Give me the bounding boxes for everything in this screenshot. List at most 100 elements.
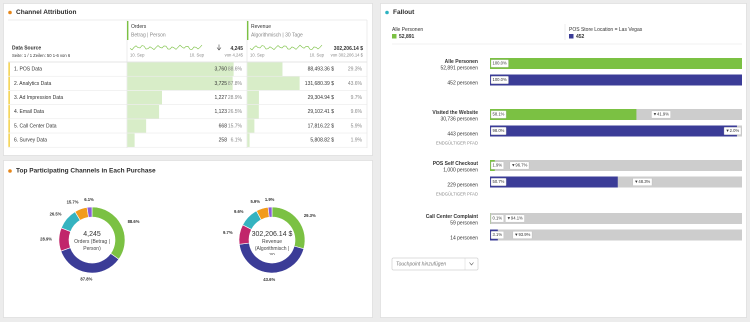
donut-caption: Revenue (Algorithmisch | 30 [254,239,290,255]
percent-bar [247,119,255,133]
segment-swatch [569,34,574,39]
percent-bar [247,62,283,76]
bar-label: 58.1% [493,112,505,117]
metric-name: Revenue [251,24,271,30]
percent-bar [127,62,234,76]
sparkline [129,44,203,51]
fallout-bar [490,109,637,120]
cell-value: 5,808.82 $ [310,138,334,144]
cell-value: 29,304.94 $ [308,95,335,101]
metric-total: 4,245 [230,46,243,52]
cell-percent: 26.5% [228,109,243,115]
metric-accent [127,21,129,40]
label-box [632,178,653,186]
cell-percent: 1.9% [351,138,363,144]
cell-value: 131,680.39 $ [305,81,334,87]
label-box [512,231,533,239]
label-box [490,76,509,84]
donut-label: 87.8% [80,277,92,282]
touchpoint-dropdown[interactable] [391,257,479,271]
final-path: ENDGÜLTIGER PFAD [436,192,478,197]
donut-label: 26.5% [50,211,62,216]
cell-value: 258 [219,138,228,144]
sort-icon[interactable] [216,44,222,51]
donut-label: 5.9% [250,199,260,204]
row-marker [8,105,10,119]
row-label: 1. POS Data [14,67,42,73]
row-label: 6. Survey Data [14,138,47,144]
step-count: 30,736 personen [440,116,478,122]
cell-value: 1,227 [214,95,227,101]
metric-total: 302,206.14 $ [334,46,363,52]
fallout-bar [490,74,742,86]
dropdown-chevron[interactable] [469,262,474,266]
fallout-track [490,229,742,241]
row-label: 2. Analytics Data [14,81,51,87]
label-box [723,127,742,135]
bar-label: 100.0% [493,77,507,82]
cell-percent: 6.1% [231,138,243,144]
metric-total-of: von 302,206.14 $ [331,53,364,58]
percent-bar [127,105,160,119]
cell-value: 29,102.41 $ [308,109,335,115]
donut-label: 28.9% [40,236,52,241]
bar-label: 3.1% [493,232,503,237]
donut-segment [86,206,93,218]
fallout-bar [490,125,737,137]
cell-value: 1,123 [214,109,227,115]
label-box [490,161,504,170]
cell-percent: 5.9% [351,123,363,129]
step-count: 1,000 personen [443,167,478,173]
segment-name: POS Store Location = Las Vegas [569,27,643,33]
cell-percent: 88.6% [228,67,243,73]
cell-value: 17,816.22 $ [308,123,335,129]
donut-label: 15.7% [67,199,79,204]
metric-total-of: von 4,245 [225,53,244,58]
label-box [490,110,507,119]
label-box [651,110,671,119]
pagination: Seite: 1 / 1 Zeilen: 50 1-6 von 6 [12,53,71,58]
panel-dot [8,169,12,173]
date-start: 10. Sep [130,53,145,58]
donut-label: 9.7% [223,230,233,235]
row-marker [8,133,10,147]
label-box [509,161,530,170]
date-end: 10. Sep [190,53,205,58]
percent-bar [127,133,135,147]
row-label: 4. Email Data [14,109,44,115]
step-count: 14 personen [450,235,478,241]
donut-caption-box: Revenue (Algorithmisch | 30 [254,239,290,255]
segment-swatch [392,34,397,39]
percent-bar [247,133,250,147]
panel-title: Top Participating Channels in Each Purch… [16,168,156,175]
step-count: 59 personen [450,220,478,226]
donut-label: 6.1% [84,197,94,202]
label-box [490,214,504,223]
percent-bar [127,76,233,91]
step-name: Visited the Website [432,110,478,116]
fallout-track [490,213,742,224]
drop-label: ▼2.0% [726,128,740,133]
cell-percent: 15.7% [228,123,243,129]
drop-label: ▼96.7% [511,163,527,168]
step-count: 443 personen [447,131,478,137]
cell-percent: 28.9% [228,95,243,101]
cell-percent: 43.6% [348,81,363,87]
bar-label: 100.0% [493,61,507,66]
bar-label: 1.9% [493,163,503,168]
row-label: 5. Call Center Data [14,123,57,129]
panel-dot [8,10,12,15]
donut-label: 1.9% [265,197,275,202]
touchpoint-placeholder[interactable]: Touchpoint hinzufügen [396,262,446,268]
row-marker [8,76,10,91]
fallout-bar [490,58,742,69]
metric-setting: Betrag | Person [131,32,166,38]
drop-label: ▼48.3% [634,179,650,184]
percent-bar [247,105,259,119]
donut-caption: Orders (Betrag | Person) [74,239,110,252]
bar-label: 0.1% [493,216,503,221]
donut-total: 302,206.14 $ [252,231,293,238]
label-box [490,178,507,186]
percent-bar [127,90,162,105]
step-name: Alle Personen [445,59,478,65]
